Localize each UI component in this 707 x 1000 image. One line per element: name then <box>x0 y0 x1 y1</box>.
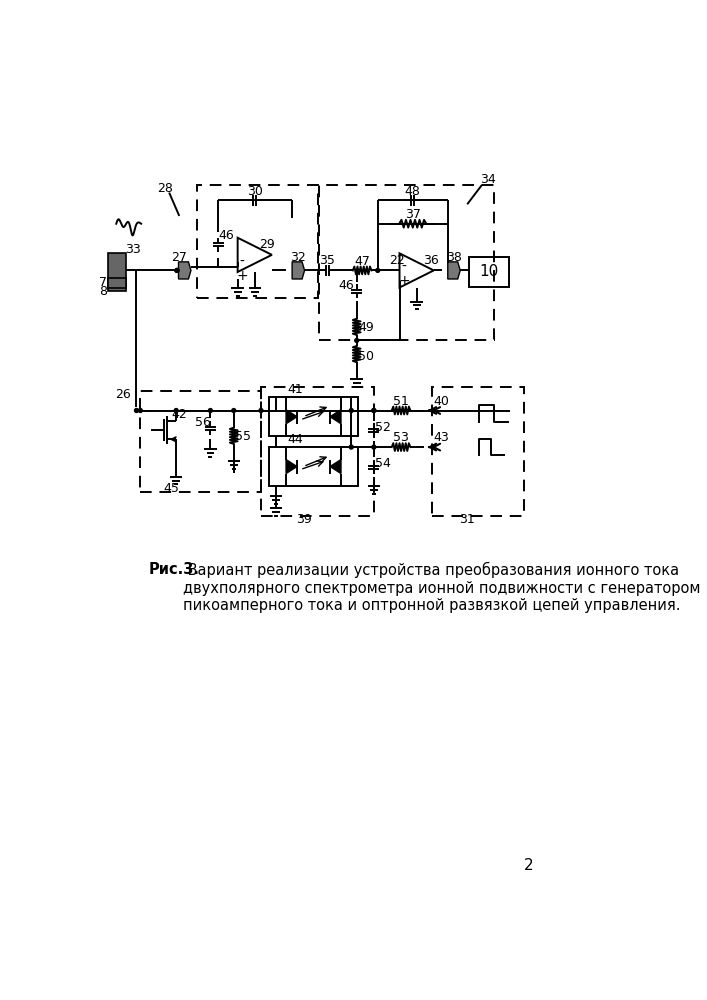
Text: -: - <box>402 260 407 274</box>
Bar <box>269 397 358 436</box>
Text: 32: 32 <box>291 251 306 264</box>
Text: 8: 8 <box>99 285 107 298</box>
Text: +: + <box>237 269 248 283</box>
Text: 10: 10 <box>479 264 498 279</box>
Text: 44: 44 <box>288 433 303 446</box>
Circle shape <box>175 268 179 272</box>
Circle shape <box>372 409 376 412</box>
Text: 41: 41 <box>288 383 303 396</box>
Polygon shape <box>448 262 460 279</box>
Circle shape <box>372 409 376 412</box>
Text: 7: 7 <box>99 276 107 289</box>
Text: 48: 48 <box>405 185 421 198</box>
Circle shape <box>134 409 139 412</box>
Text: 55: 55 <box>235 430 251 443</box>
Text: 43: 43 <box>433 431 450 444</box>
Text: 22: 22 <box>390 254 405 267</box>
Text: 27: 27 <box>171 251 187 264</box>
Text: 26: 26 <box>115 388 131 401</box>
Polygon shape <box>286 460 297 474</box>
Text: 40: 40 <box>433 395 450 408</box>
Text: 56: 56 <box>194 416 211 429</box>
Text: 46: 46 <box>339 279 354 292</box>
Bar <box>141 391 261 492</box>
Bar <box>197 185 318 298</box>
Text: Вариант реализации устройства преобразования ионного тока
двухполярного спектром: Вариант реализации устройства преобразов… <box>183 562 701 613</box>
Bar <box>320 185 494 340</box>
Text: 52: 52 <box>375 421 391 434</box>
Text: +: + <box>398 274 410 288</box>
Text: 34: 34 <box>480 173 496 186</box>
Bar <box>108 253 126 291</box>
Text: 49: 49 <box>358 321 374 334</box>
Polygon shape <box>178 262 191 279</box>
Bar <box>469 257 509 287</box>
Text: 46: 46 <box>218 229 234 242</box>
Text: 45: 45 <box>163 482 180 495</box>
Bar <box>432 387 524 516</box>
Polygon shape <box>399 253 434 288</box>
Circle shape <box>232 409 235 412</box>
Polygon shape <box>292 262 305 279</box>
Text: 51: 51 <box>393 395 409 408</box>
Text: 47: 47 <box>354 255 370 268</box>
Text: Рис.3.: Рис.3. <box>148 562 199 577</box>
Text: 53: 53 <box>393 431 409 444</box>
Text: 35: 35 <box>319 254 335 267</box>
Polygon shape <box>330 410 341 424</box>
Polygon shape <box>286 410 297 424</box>
Circle shape <box>175 268 179 272</box>
Circle shape <box>376 268 380 272</box>
Circle shape <box>174 409 178 412</box>
Circle shape <box>259 409 263 412</box>
Polygon shape <box>330 460 341 474</box>
Circle shape <box>209 409 212 412</box>
Text: 42: 42 <box>171 408 187 421</box>
Polygon shape <box>238 238 272 272</box>
Text: 28: 28 <box>158 182 173 195</box>
Circle shape <box>139 409 142 412</box>
Text: 50: 50 <box>358 350 374 363</box>
Text: 39: 39 <box>296 513 312 526</box>
Text: 54: 54 <box>375 457 391 470</box>
Circle shape <box>349 445 354 449</box>
Circle shape <box>372 445 376 449</box>
Text: 36: 36 <box>423 254 438 267</box>
Text: 2: 2 <box>524 858 533 873</box>
Text: -: - <box>240 255 245 269</box>
Circle shape <box>355 339 358 342</box>
Text: 37: 37 <box>405 208 421 221</box>
Text: 33: 33 <box>125 243 141 256</box>
Text: 29: 29 <box>259 238 275 251</box>
Text: 31: 31 <box>460 513 475 526</box>
Circle shape <box>349 409 354 412</box>
Bar <box>269 447 358 486</box>
Text: 38: 38 <box>446 251 462 264</box>
Bar <box>261 387 374 516</box>
Bar <box>108 278 126 288</box>
Text: 30: 30 <box>247 185 263 198</box>
